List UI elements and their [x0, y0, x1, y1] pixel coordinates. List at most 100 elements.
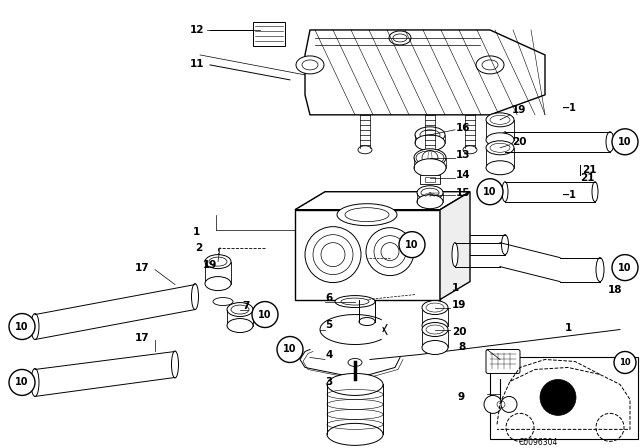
Text: 11: 11 [190, 59, 205, 69]
Circle shape [614, 352, 636, 374]
Ellipse shape [414, 149, 446, 167]
Text: 21: 21 [582, 165, 596, 175]
Text: 19: 19 [452, 300, 467, 310]
Ellipse shape [486, 161, 514, 175]
Circle shape [477, 179, 503, 205]
FancyBboxPatch shape [486, 349, 520, 374]
Ellipse shape [389, 31, 411, 45]
Ellipse shape [415, 135, 445, 151]
Text: 1: 1 [565, 323, 572, 332]
Circle shape [540, 379, 576, 415]
Circle shape [612, 129, 638, 155]
Ellipse shape [415, 127, 445, 143]
Ellipse shape [296, 56, 324, 74]
Ellipse shape [31, 368, 39, 396]
Text: −1: −1 [562, 103, 577, 113]
Text: 21: 21 [580, 173, 595, 183]
Text: 20: 20 [452, 327, 467, 336]
Text: 10: 10 [15, 378, 29, 388]
Text: 12: 12 [190, 25, 205, 35]
Text: 10: 10 [618, 137, 632, 147]
Ellipse shape [422, 301, 448, 314]
Circle shape [484, 396, 502, 414]
Ellipse shape [422, 340, 448, 354]
Circle shape [305, 227, 361, 283]
Ellipse shape [337, 204, 397, 226]
Ellipse shape [463, 146, 477, 154]
Text: 6: 6 [325, 293, 332, 302]
Polygon shape [295, 192, 470, 210]
Ellipse shape [452, 243, 458, 267]
Ellipse shape [227, 302, 253, 317]
Ellipse shape [327, 423, 383, 445]
Ellipse shape [227, 319, 253, 332]
Circle shape [366, 228, 414, 276]
Ellipse shape [486, 133, 514, 147]
Ellipse shape [358, 146, 372, 154]
Ellipse shape [414, 159, 446, 177]
Text: 10: 10 [284, 345, 297, 354]
Ellipse shape [592, 182, 598, 202]
Text: 3: 3 [325, 378, 332, 388]
Ellipse shape [422, 319, 448, 332]
Text: 19: 19 [512, 105, 526, 115]
Text: 10: 10 [619, 358, 631, 367]
Text: 7: 7 [242, 301, 250, 310]
Ellipse shape [502, 132, 508, 152]
Text: 19: 19 [203, 259, 218, 270]
Text: −1: −1 [562, 190, 577, 200]
Ellipse shape [417, 195, 443, 209]
Ellipse shape [172, 351, 179, 378]
Text: 4: 4 [325, 350, 332, 361]
Ellipse shape [31, 314, 39, 340]
Ellipse shape [502, 182, 508, 202]
Ellipse shape [596, 258, 604, 282]
Polygon shape [440, 192, 470, 300]
Ellipse shape [423, 146, 437, 154]
Text: 17: 17 [135, 332, 150, 343]
Ellipse shape [422, 323, 448, 336]
Circle shape [612, 254, 638, 280]
Ellipse shape [359, 318, 375, 326]
Text: 10: 10 [15, 322, 29, 332]
Ellipse shape [191, 284, 198, 310]
Text: 15: 15 [456, 188, 470, 198]
Text: 10: 10 [618, 263, 632, 273]
Text: 1: 1 [452, 283, 460, 293]
Ellipse shape [205, 276, 231, 291]
Ellipse shape [348, 358, 362, 366]
Circle shape [252, 302, 278, 327]
Text: 16: 16 [456, 123, 470, 133]
Ellipse shape [417, 186, 443, 200]
Text: 14: 14 [456, 170, 470, 180]
Text: 8: 8 [458, 342, 465, 353]
Circle shape [9, 370, 35, 396]
Text: 17: 17 [135, 263, 150, 273]
Text: C0096304: C0096304 [519, 438, 558, 447]
Ellipse shape [205, 254, 231, 269]
Ellipse shape [502, 235, 509, 254]
Bar [425, 177, 435, 182]
Text: 18: 18 [608, 284, 623, 295]
Bar [253, 22, 285, 46]
Circle shape [399, 232, 425, 258]
Text: 5: 5 [325, 319, 332, 330]
Text: 1: 1 [193, 227, 200, 237]
Polygon shape [305, 30, 545, 115]
Text: 13: 13 [456, 150, 470, 160]
Circle shape [501, 396, 517, 413]
Ellipse shape [327, 374, 383, 396]
Circle shape [277, 336, 303, 362]
Circle shape [9, 314, 35, 340]
Ellipse shape [606, 132, 614, 152]
Ellipse shape [476, 56, 504, 74]
Text: 20: 20 [512, 137, 527, 147]
Bar [490, 358, 638, 439]
Text: 9: 9 [458, 392, 465, 402]
Ellipse shape [335, 296, 375, 308]
Ellipse shape [486, 141, 514, 155]
Bar [420, 175, 440, 184]
Text: 10: 10 [483, 187, 497, 197]
Bar [295, 210, 440, 300]
Text: 10: 10 [259, 310, 272, 319]
